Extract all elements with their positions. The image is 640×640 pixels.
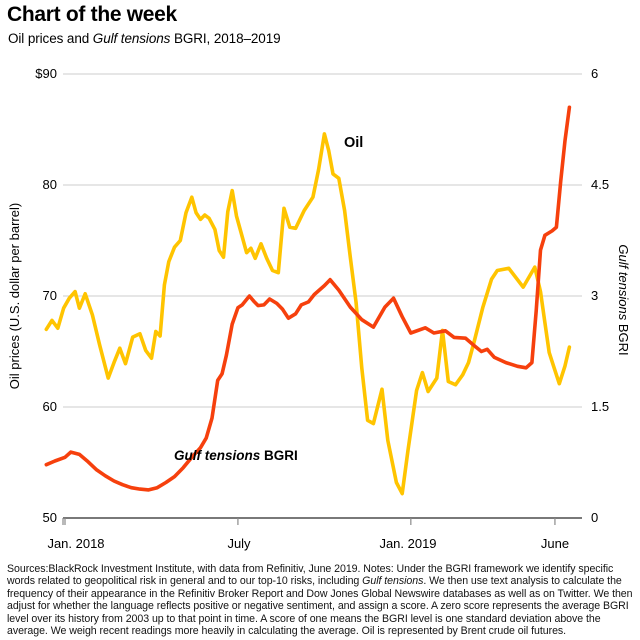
right-axis-tick: 0: [591, 510, 599, 525]
right-axis-tick: 6: [591, 66, 599, 81]
right-axis-title-rest: BGRI: [616, 320, 631, 356]
right-axis-title: Gulf tensions BGRI: [615, 190, 631, 410]
page-title: Chart of the week: [7, 3, 177, 26]
right-axis-tick: 4.5: [591, 177, 610, 192]
left-axis-title: Oil prices (U.S. dollar per barrel): [7, 202, 22, 390]
oil-line: [44, 132, 572, 496]
x-axis-tick-june: June: [540, 536, 570, 551]
source-notes: Sources:BlackRock Investment Institute, …: [7, 563, 636, 638]
right-axis-title-italic: Gulf tensions: [616, 244, 631, 321]
x-axis-tick-jan-2019: Jan. 2019: [379, 536, 437, 551]
chart-subtitle: Oil prices and Gulf tensions BGRI, 2018–…: [8, 31, 281, 46]
x-axis-tick-july: July: [227, 536, 251, 551]
chart-canvas: [44, 73, 582, 525]
left-axis-tick: $90: [35, 66, 57, 81]
right-axis-tick: 3: [591, 288, 599, 303]
x-axis-tick-jan-2018: Jan. 2018: [47, 536, 105, 551]
left-axis-tick: 70: [42, 288, 57, 303]
text-segment: BGRI, 2018–2019: [170, 31, 281, 46]
bgri-series-label-italic: Gulf tensions: [174, 448, 261, 463]
left-axis-tick: 80: [42, 177, 57, 192]
bgri-line: [44, 105, 572, 492]
right-axis-tick: 1.5: [591, 399, 610, 414]
left-axis-tick: 60: [42, 399, 57, 414]
bgri-series-label-rest: BGRI: [260, 448, 298, 463]
text-segment: Oil prices and: [8, 31, 93, 46]
text-segment: Sources:BlackRock Investment Institute, …: [7, 563, 614, 588]
text-segment: . We then use text analysis to calculate…: [7, 575, 633, 638]
text-segment: Gulf tensions: [362, 575, 424, 588]
text-segment: Gulf tensions: [92, 31, 171, 46]
oil-series-label: Oil: [344, 135, 364, 151]
left-axis-tick: 50: [42, 510, 57, 525]
bgri-series-label: Gulf tensions BGRI: [174, 448, 298, 463]
